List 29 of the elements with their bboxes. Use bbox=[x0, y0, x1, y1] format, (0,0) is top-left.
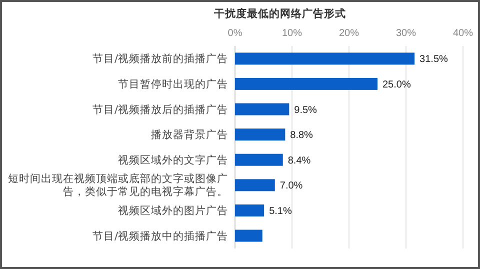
data-label: 31.5% bbox=[420, 54, 448, 66]
data-label: 7.0% bbox=[280, 180, 303, 192]
y-tick-label: 视频区域外的文字广告 bbox=[118, 153, 228, 166]
x-tick-label: 20% bbox=[338, 28, 360, 39]
bar bbox=[235, 204, 264, 216]
bar bbox=[235, 103, 290, 116]
x-tick-label: 40% bbox=[452, 28, 474, 39]
bar bbox=[235, 78, 378, 90]
y-tick-label: 节目/视频播放前的插播广告 bbox=[92, 52, 228, 66]
y-tick-label: 视频区域外的图片广告 bbox=[118, 204, 228, 217]
y-tick-label: 播放器背景广告 bbox=[151, 128, 228, 142]
x-tick-label: 0% bbox=[228, 28, 242, 39]
bar bbox=[235, 179, 275, 192]
data-label: 8.8% bbox=[290, 130, 314, 142]
y-tick-label: 节目/视频播放中的插播广告 bbox=[92, 229, 228, 242]
x-tick-label: 10% bbox=[282, 28, 302, 39]
y-tick-label: 短时间出现在视频顶端或底部的文字或图像广告，类似于常见的电视字幕广告。 bbox=[8, 172, 228, 198]
data-label: 25.0% bbox=[382, 79, 411, 90]
data-label: 8.4% bbox=[288, 155, 311, 166]
bar bbox=[235, 52, 415, 65]
bar bbox=[235, 154, 283, 166]
y-tick-label: 节目/视频播放后的插播广告 bbox=[92, 102, 228, 116]
bar bbox=[235, 128, 286, 141]
bar bbox=[235, 230, 262, 242]
data-label: 9.5% bbox=[294, 104, 318, 116]
data-label: 5.1% bbox=[269, 206, 292, 217]
chart-title: 干扰度最低的网络广告形式 bbox=[213, 7, 346, 20]
y-tick-label: 节目暂停时出现的广告 bbox=[118, 77, 228, 90]
x-tick-label: 30% bbox=[396, 28, 416, 39]
